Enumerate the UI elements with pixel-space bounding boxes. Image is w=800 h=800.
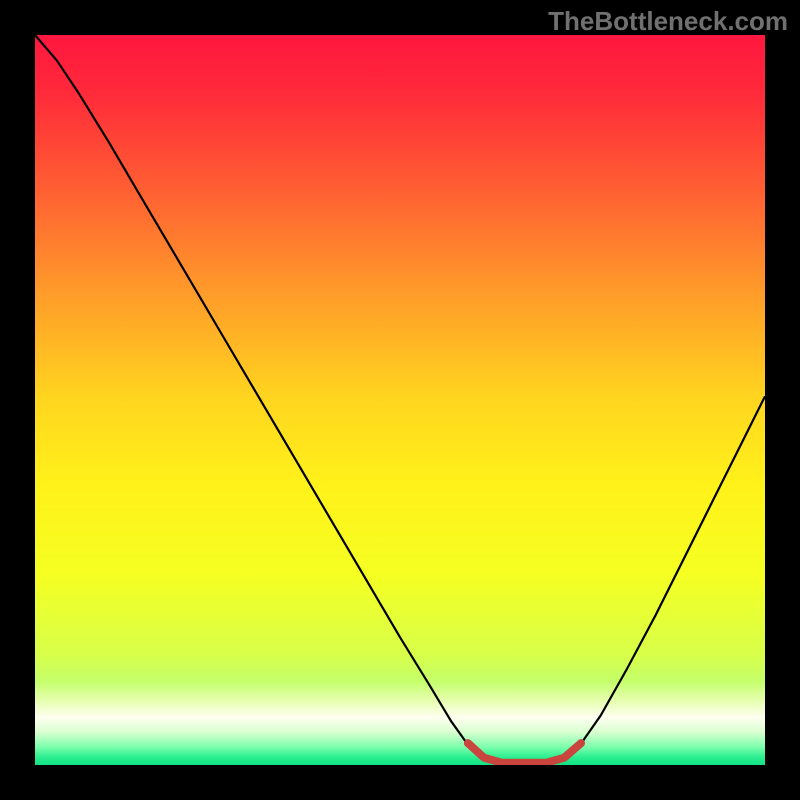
plot-area <box>35 35 765 765</box>
plot-svg <box>35 35 765 765</box>
watermark-text: TheBottleneck.com <box>548 6 788 37</box>
gradient-background <box>35 35 765 765</box>
